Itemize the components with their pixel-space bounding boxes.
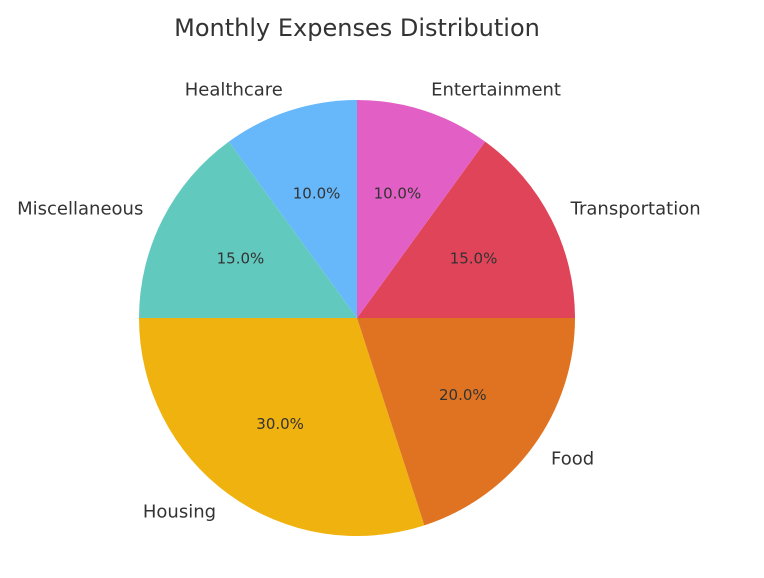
pie-slice-entertainment: [357, 100, 486, 318]
pie-slice-housing: [139, 318, 425, 536]
pct-label-entertainment: 10.0%: [374, 185, 422, 203]
slice-label-healthcare: Healthcare: [185, 79, 283, 100]
pct-label-housing: 30.0%: [256, 415, 304, 433]
pct-label-food: 20.0%: [439, 386, 487, 404]
pie-slice-healthcare: [228, 100, 357, 318]
pct-label-healthcare: 10.0%: [293, 185, 341, 203]
slice-label-miscellaneous: Miscellaneous: [17, 199, 143, 220]
pie-slice-food: [357, 318, 575, 526]
pie-slice-miscellaneous: [139, 141, 357, 318]
slice-label-transportation: Transportation: [570, 199, 701, 220]
slice-label-entertainment: Entertainment: [431, 79, 561, 100]
pie-slices: [139, 100, 575, 536]
pct-label-transportation: 15.0%: [450, 250, 498, 268]
pie-slice-transportation: [357, 141, 575, 318]
pie-labels: 10.0% Healthcare 15.0% Miscellaneous 30.0% Ho…: [17, 79, 701, 522]
pct-label-miscellaneous: 15.0%: [217, 250, 265, 268]
slice-label-housing: Housing: [143, 502, 216, 523]
chart-title: Monthly Expenses Distribution: [174, 14, 540, 42]
slice-label-food: Food: [551, 448, 594, 469]
